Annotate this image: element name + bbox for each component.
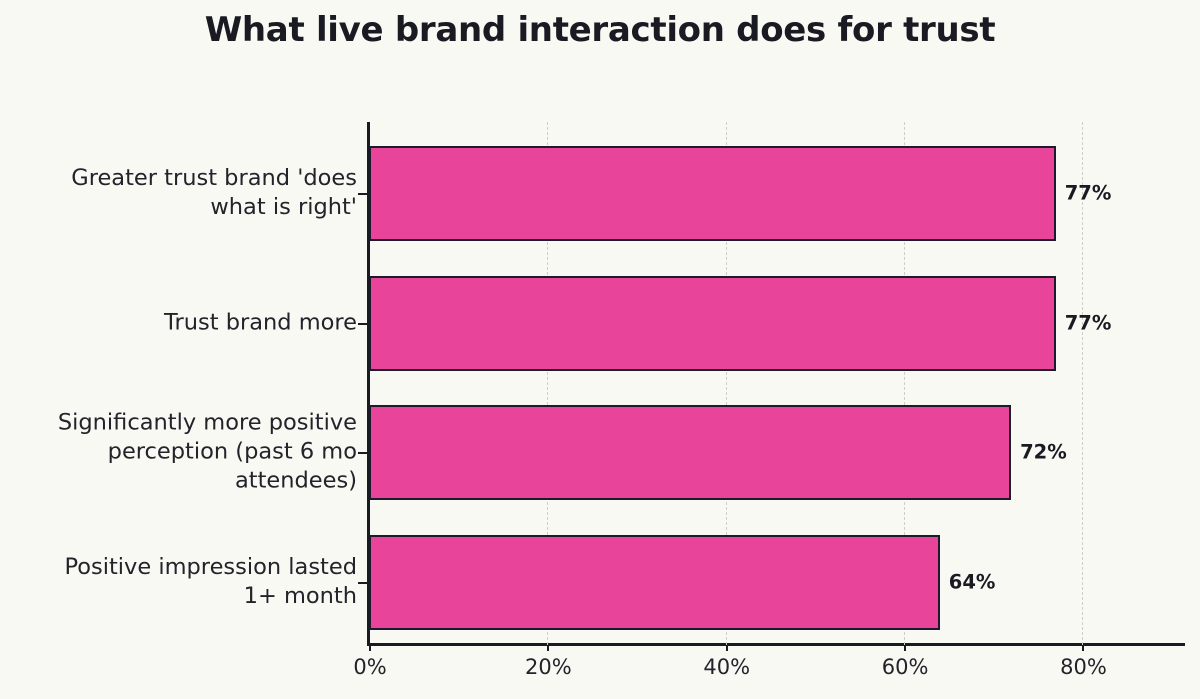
y-tick-2 — [358, 452, 368, 454]
bar-value-0: 77% — [1064, 181, 1112, 205]
y-axis-label-0: Greater trust brand 'does what is right' — [0, 164, 357, 222]
bar-2 — [369, 405, 1012, 500]
x-tick-label-4: 80% — [1060, 655, 1107, 679]
y-axis-label-3: Positive impression lasted 1+ month — [0, 553, 357, 611]
y-axis-label-0-line-1: what is right' — [210, 194, 357, 220]
y-axis-label-2-line-2: attendees) — [234, 467, 357, 494]
x-tick-label-2: 40% — [703, 655, 751, 679]
bar-value-1: 77% — [1064, 311, 1112, 335]
chart-title: What live brand interaction does for tru… — [204, 10, 996, 50]
y-tick-0 — [358, 193, 368, 195]
x-tick-mark-3 — [904, 645, 906, 651]
x-tick-mark-4 — [1082, 645, 1085, 651]
y-axis-label-2-line-1: perception (past 6 mo — [107, 438, 357, 465]
y-tick-3 — [358, 582, 368, 584]
y-axis-label-3-line-0: Positive impression lasted — [64, 554, 357, 580]
y-axis-label-1-line-0: Trust brand more — [164, 309, 357, 336]
gridline-20 — [547, 122, 549, 645]
bar-value-3: 64% — [948, 570, 996, 594]
bar-1 — [369, 276, 1056, 371]
x-tick-label-1: 20% — [525, 655, 572, 679]
y-axis-label-3-line-1: 1+ month — [243, 583, 357, 609]
x-tick-mark-0 — [369, 645, 371, 651]
x-tick-mark-2 — [725, 645, 728, 651]
bar-3 — [369, 535, 940, 630]
y-tick-1 — [358, 323, 368, 325]
x-tick-label-0: 0% — [353, 655, 387, 679]
x-axis-spine — [367, 643, 1185, 646]
bar-0 — [369, 146, 1056, 241]
y-axis-label-2-line-0: Significantly more positive — [57, 409, 357, 436]
y-axis-label-1: Trust brand more — [0, 309, 357, 338]
x-tick-label-3: 60% — [881, 655, 929, 679]
y-axis-label-2: Significantly more positive perception (… — [0, 409, 357, 496]
x-tick-mark-1 — [547, 645, 550, 651]
plot-area — [369, 122, 1185, 645]
gridline-80 — [1082, 122, 1084, 645]
y-axis-spine — [367, 122, 370, 645]
gridline-40 — [725, 122, 727, 645]
y-axis-label-0-line-0: Greater trust brand 'does — [71, 165, 357, 191]
gridline-60 — [904, 122, 906, 645]
bar-value-2: 72% — [1020, 440, 1067, 464]
